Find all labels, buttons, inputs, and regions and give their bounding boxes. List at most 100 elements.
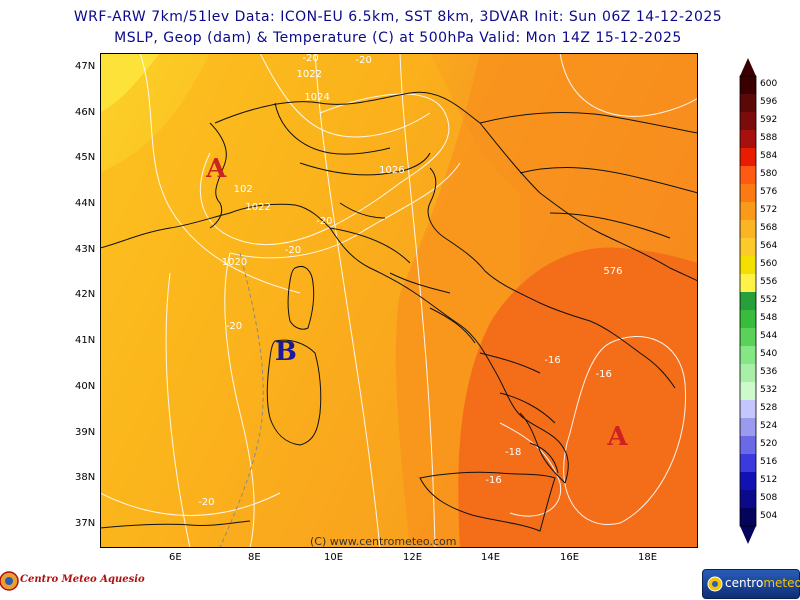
colorbar-label: 532 [760, 385, 778, 395]
coastline [229, 203, 569, 484]
colorbar-swatch [740, 346, 756, 365]
colorbar-swatch [740, 454, 756, 473]
colorbar-swatch [740, 418, 756, 437]
colorbar-swatch [740, 310, 756, 329]
colorbar-swatch [740, 472, 756, 491]
colorbar-label: 512 [760, 475, 778, 485]
border-line [479, 352, 541, 374]
lat-label: 40N [75, 381, 96, 392]
isobar-line [229, 162, 461, 259]
lat-label: 42N [75, 289, 96, 300]
isobar-line [139, 53, 301, 294]
colorbar-label: 528 [760, 403, 778, 413]
colorbar-label: 596 [760, 97, 778, 107]
border-line [339, 202, 386, 219]
colorbar-label: 576 [760, 187, 778, 197]
isobar-line [259, 53, 431, 138]
lon-label: 6E [169, 552, 182, 563]
isobar-line [559, 53, 698, 117]
coastline [427, 167, 676, 389]
right-logo-text-b: meteo [763, 576, 800, 590]
colorbar-swatch [740, 490, 756, 509]
coastline [100, 212, 231, 249]
colorbar-label: 516 [760, 457, 778, 467]
coastline [479, 122, 698, 282]
colorbar-swatch [740, 184, 756, 203]
colorbar [738, 58, 800, 544]
colorbar-swatch [740, 76, 756, 95]
lon-label: 14E [481, 552, 501, 563]
colorbar-swatch [740, 220, 756, 239]
isotherm-line [219, 252, 264, 548]
coastline [287, 266, 315, 330]
colorbar-label: 564 [760, 241, 778, 251]
colorbar-label: 544 [760, 331, 778, 341]
isobar-line [314, 53, 381, 548]
colorbar-label: 548 [760, 313, 778, 323]
border-line [209, 122, 227, 229]
colorbar-label: 552 [760, 295, 778, 305]
border-line [499, 392, 556, 424]
colorbar-label: 520 [760, 439, 778, 449]
border-line [299, 152, 431, 176]
lon-label: 10E [324, 552, 344, 563]
border-line [329, 227, 411, 264]
colorbar-swatch [740, 238, 756, 257]
border-line [389, 272, 451, 294]
colorbar-label: 592 [760, 115, 778, 125]
colorbar-swatch [740, 148, 756, 167]
lat-label: 43N [75, 244, 96, 255]
lat-label: 44N [75, 198, 96, 209]
colorbar-label: 524 [760, 421, 778, 431]
copyright-text: (C) www.centrometeo.com [310, 535, 457, 548]
coastline [519, 412, 566, 484]
isobar-line [499, 422, 562, 517]
shade-zone-560 [100, 53, 160, 113]
colorbar-swatch [740, 274, 756, 293]
header-line-2: MSLP, Geop (dam) & Temperature (C) at 50… [114, 30, 682, 46]
colorbar-label: 584 [760, 151, 778, 161]
isobar-line [563, 336, 687, 525]
colorbar-swatch [740, 328, 756, 347]
lon-label: 8E [248, 552, 261, 563]
colorbar-top-arrow [740, 58, 756, 76]
colorbar-bottom-arrow [740, 526, 756, 544]
colorbar-swatch [740, 130, 756, 149]
colorbar-swatch [740, 256, 756, 275]
colorbar-swatch [740, 382, 756, 401]
lat-label: 47N [75, 61, 96, 72]
lat-label: 38N [75, 472, 96, 483]
coastline [266, 339, 322, 446]
colorbar-swatch [740, 202, 756, 221]
colorbar-swatch [740, 364, 756, 383]
lat-label: 39N [75, 427, 96, 438]
colorbar-swatch [740, 436, 756, 455]
coastline [419, 471, 556, 532]
colorbar-swatch [740, 166, 756, 185]
colorbar-label: 536 [760, 367, 778, 377]
lat-label: 37N [75, 518, 96, 529]
shade-zone-576 [458, 247, 698, 548]
colorbar-swatch [740, 508, 756, 527]
coastline [100, 520, 251, 529]
isobar-line [399, 53, 436, 548]
centrometeo-logo: centrometeo [702, 569, 800, 599]
lon-label: 12E [403, 552, 423, 563]
border-line [274, 102, 391, 155]
lon-label: 18E [638, 552, 658, 563]
colorbar-label: 540 [760, 349, 778, 359]
centro-meteo-aquesio-logo: Centro Meteo Aquesio [0, 566, 145, 596]
header-line-1: WRF-ARW 7km/51lev Data: ICON-EU 6.5km, S… [73, 9, 723, 25]
isobar-line [165, 272, 191, 548]
left-logo-text: Centro Meteo Aquesio [20, 574, 145, 585]
forecast-map[interactable] [100, 53, 698, 548]
colorbar-label: 504 [760, 511, 778, 521]
colorbar-label: 588 [760, 133, 778, 143]
lat-label: 46N [75, 107, 96, 118]
border-line [479, 112, 698, 134]
border-line [549, 212, 671, 239]
isobar-line [199, 93, 450, 245]
border-line [214, 91, 481, 124]
lat-label: 41N [75, 335, 96, 346]
colorbar-label: 508 [760, 493, 778, 503]
